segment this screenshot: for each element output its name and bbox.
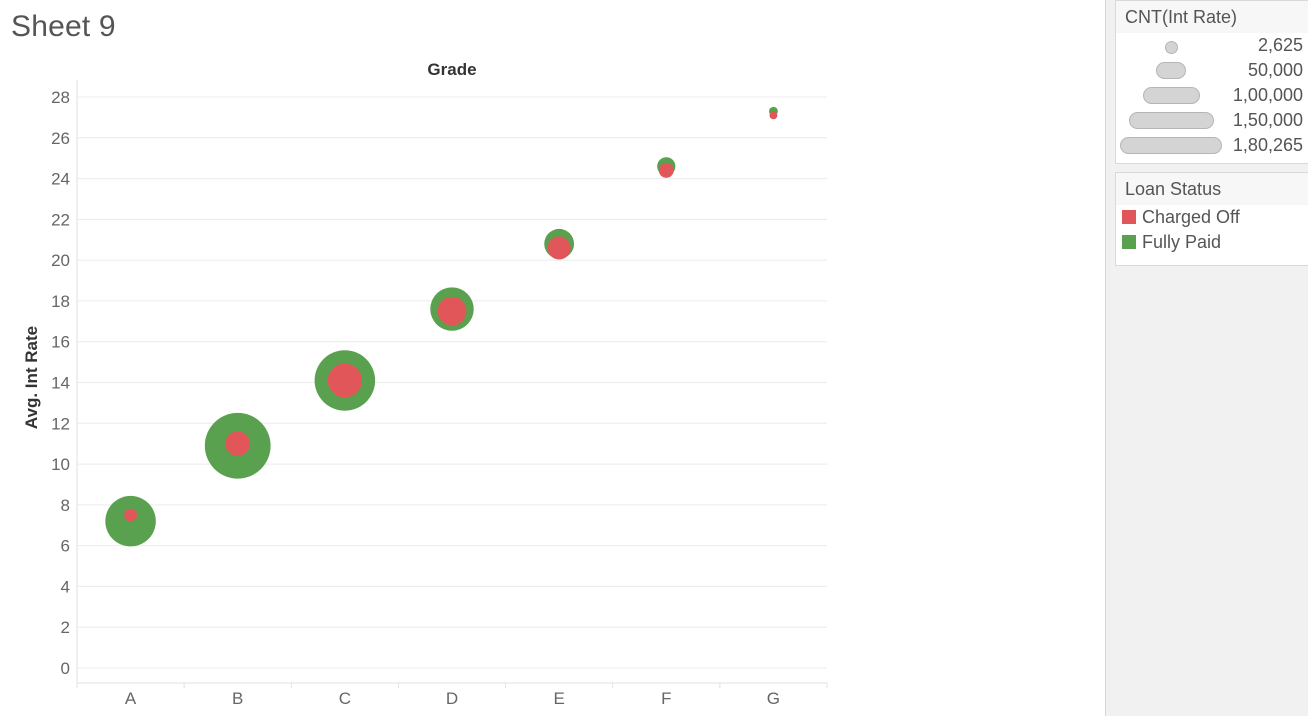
- size-legend-item: 1,00,000: [1116, 83, 1308, 108]
- color-swatch: [1122, 210, 1136, 224]
- bubble-charged-off-g: [769, 111, 778, 120]
- bubble-charged-off-e: [547, 236, 571, 260]
- y-tick-label: 8: [61, 496, 70, 515]
- size-legend-item: 2,625: [1116, 33, 1308, 58]
- bubble-charged-off-f: [658, 162, 674, 178]
- size-legend-label: 1,50,000: [1232, 110, 1303, 130]
- x-tick-label: A: [125, 689, 137, 708]
- y-tick-label: 4: [61, 577, 70, 596]
- y-axis-title: Avg. Int Rate: [22, 326, 41, 429]
- x-tick-label: B: [232, 689, 243, 708]
- x-tick-label: F: [661, 689, 671, 708]
- y-tick-label: 2: [61, 618, 70, 637]
- y-tick-label: 22: [51, 210, 70, 229]
- size-legend-label: 1,80,265: [1232, 135, 1303, 155]
- y-tick-label: 18: [51, 292, 70, 311]
- legend-panel: CNT(Int Rate) 2,625 50,000 1,00,000 1,50,00…: [1105, 0, 1308, 716]
- size-swatch: [1164, 41, 1178, 54]
- size-legend-item: 50,000: [1116, 58, 1308, 83]
- bubble-charged-off-a: [124, 508, 138, 522]
- size-swatch: [1120, 137, 1222, 154]
- y-tick-label: 28: [51, 88, 70, 107]
- size-legend-title: CNT(Int Rate): [1116, 1, 1308, 33]
- x-tick-label: E: [553, 689, 564, 708]
- y-tick-label: 26: [51, 129, 70, 148]
- color-legend-label: Charged Off: [1142, 207, 1240, 227]
- x-tick-label: G: [767, 689, 780, 708]
- y-tick-label: 12: [51, 414, 70, 433]
- size-legend[interactable]: CNT(Int Rate) 2,625 50,000 1,00,000 1,50,00…: [1115, 0, 1308, 164]
- size-legend-label: 2,625: [1257, 35, 1303, 55]
- sheet-title: Sheet 9: [11, 10, 116, 43]
- bubble-charged-off-b: [225, 431, 251, 457]
- y-tick-label: 16: [51, 333, 70, 352]
- size-legend-item: 1,80,265: [1116, 133, 1308, 158]
- size-swatch: [1142, 87, 1200, 104]
- bubble-charged-off-d: [437, 296, 467, 326]
- bubble-charged-off-c: [327, 363, 362, 398]
- y-tick-label: 10: [51, 455, 70, 474]
- chart-title: Grade: [427, 60, 476, 79]
- y-tick-label: 20: [51, 251, 70, 270]
- y-tick-label: 0: [61, 659, 70, 678]
- size-legend-item: 1,50,000: [1116, 108, 1308, 133]
- size-legend-label: 50,000: [1247, 60, 1303, 80]
- color-legend-label: Fully Paid: [1142, 232, 1222, 252]
- color-legend-item-fully-paid[interactable]: Fully Paid: [1116, 230, 1308, 255]
- size-swatch: [1156, 62, 1186, 79]
- x-tick-label: D: [446, 689, 458, 708]
- size-legend-label: 1,00,000: [1232, 85, 1303, 105]
- size-swatch: [1128, 112, 1214, 129]
- x-tick-label: C: [339, 689, 351, 708]
- color-swatch: [1122, 235, 1136, 249]
- color-legend-title: Loan Status: [1116, 173, 1308, 205]
- y-tick-label: 14: [51, 374, 70, 393]
- color-legend[interactable]: Loan Status Charged Off Fully Paid: [1115, 172, 1308, 266]
- y-tick-label: 24: [51, 170, 70, 189]
- y-tick-label: 6: [61, 537, 70, 556]
- color-legend-item-charged-off[interactable]: Charged Off: [1116, 205, 1308, 230]
